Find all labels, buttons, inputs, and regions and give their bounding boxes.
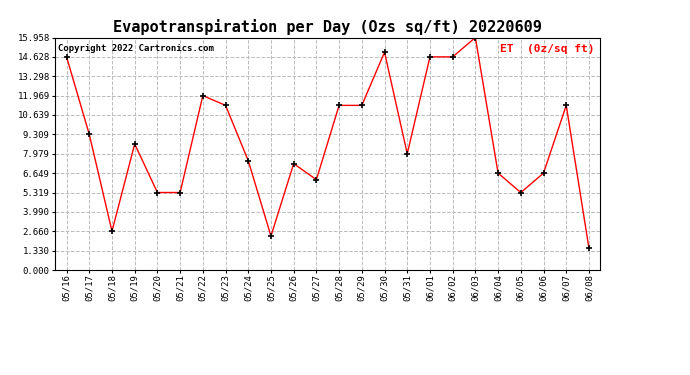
Title: Evapotranspiration per Day (Ozs sq/ft) 20220609: Evapotranspiration per Day (Ozs sq/ft) 2… bbox=[113, 19, 542, 35]
Text: ET  (0z/sq ft): ET (0z/sq ft) bbox=[500, 45, 595, 54]
Text: Copyright 2022 Cartronics.com: Copyright 2022 Cartronics.com bbox=[58, 45, 214, 54]
